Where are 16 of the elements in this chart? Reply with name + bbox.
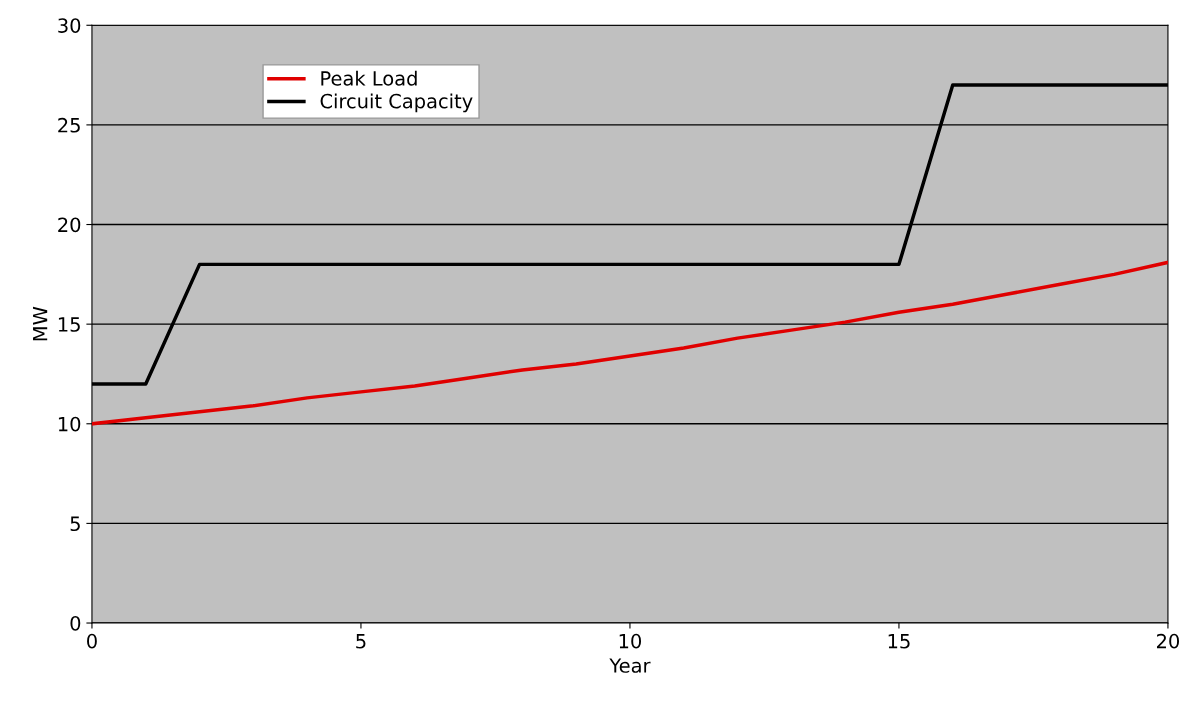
y-tick-label: 10 <box>58 416 81 432</box>
x-axis-title: Year <box>609 658 651 673</box>
y-tick-label: 25 <box>58 117 80 133</box>
y-tick-label: 15 <box>58 317 80 332</box>
x-tick-label: 0 <box>87 633 97 649</box>
y-tick-label: 20 <box>58 217 81 233</box>
y-tick-label: 30 <box>58 18 81 33</box>
x-tick-label: 20 <box>1156 633 1180 649</box>
y-tick-label: 5 <box>70 516 80 532</box>
x-tick-label: 15 <box>888 634 910 649</box>
x-tick-label: 5 <box>356 634 366 649</box>
y-axis-title: MW <box>33 306 48 341</box>
legend-label: Peak Load <box>321 70 417 86</box>
x-tick-label: 10 <box>619 633 642 649</box>
y-tick-label: 0 <box>70 615 81 631</box>
legend-label: Circuit Capacity <box>320 93 473 113</box>
